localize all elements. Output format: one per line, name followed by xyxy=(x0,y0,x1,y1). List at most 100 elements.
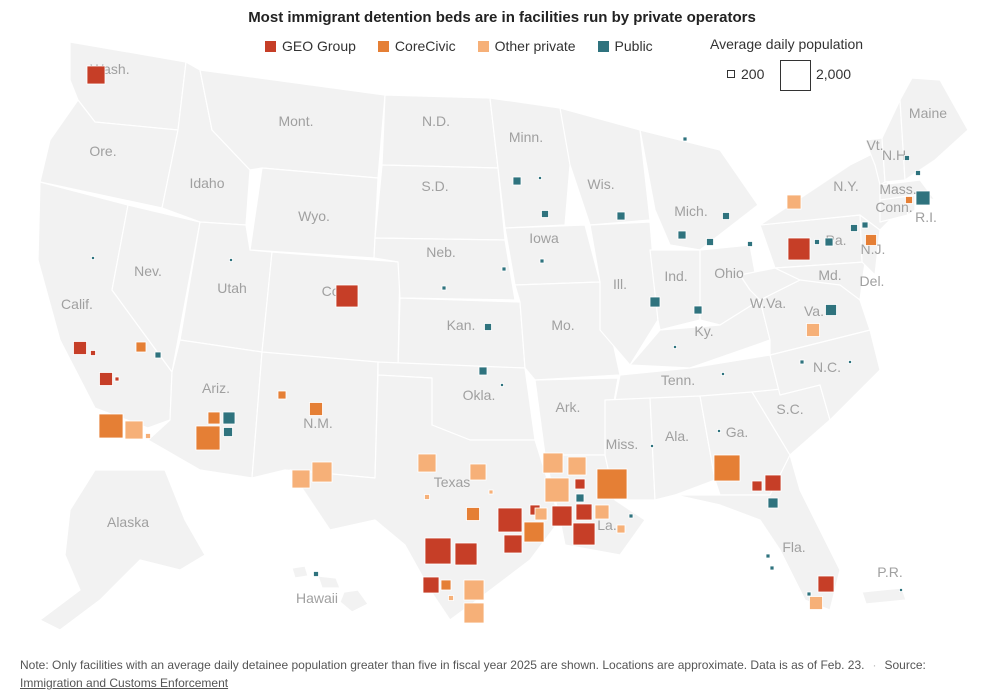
facility-marker-public xyxy=(861,221,869,229)
state-label: Wis. xyxy=(587,176,614,192)
facility-marker-public xyxy=(814,239,820,245)
state-label: Mont. xyxy=(278,113,313,129)
facility-marker-other-private xyxy=(463,579,485,601)
state-label: Ore. xyxy=(89,143,116,159)
state-sd xyxy=(374,164,506,241)
facility-marker-public xyxy=(649,296,661,308)
legend-swatch-corecivic xyxy=(377,40,389,52)
facility-marker-public xyxy=(721,372,725,376)
state-label: Mo. xyxy=(551,317,574,333)
us-map: Wash.Ore.Calif.IdahoMont.Nev.UtahWyo.Col… xyxy=(37,41,969,631)
facility-marker-other-private xyxy=(616,524,626,534)
facility-marker-public xyxy=(313,571,319,577)
state-label: Kan. xyxy=(447,317,476,333)
facility-marker-corecivic xyxy=(865,234,877,246)
state-label: Miss. xyxy=(606,436,639,452)
facility-marker-corecivic xyxy=(596,468,628,500)
state-label: Del. xyxy=(860,273,885,289)
facility-marker-public xyxy=(706,238,714,246)
state-label: La. xyxy=(597,517,616,533)
state-label: Okla. xyxy=(463,387,496,403)
state-label: P.R. xyxy=(877,564,902,580)
facility-marker-geo-group xyxy=(73,341,87,355)
facility-marker-geo-group xyxy=(574,478,586,490)
facility-marker-geo-group xyxy=(497,507,523,533)
facility-marker-public xyxy=(628,513,634,519)
legend-label-corecivic: CoreCivic xyxy=(394,38,456,54)
size-legend-large-box xyxy=(780,60,811,91)
facility-marker-public xyxy=(484,323,492,331)
facility-marker-public xyxy=(848,360,852,364)
state-me xyxy=(899,77,969,181)
state-label: R.I. xyxy=(915,209,937,225)
facility-marker-corecivic xyxy=(195,425,221,451)
facility-marker-public xyxy=(229,258,233,262)
footnote: Note: Only facilities with an average da… xyxy=(20,656,980,692)
facility-marker-other-private xyxy=(448,595,454,601)
chart-title: Most immigrant detention beds are in fac… xyxy=(248,9,756,26)
facility-marker-other-private xyxy=(806,323,820,337)
state-wi xyxy=(559,107,651,226)
facility-marker-public xyxy=(154,351,162,359)
state-label: Md. xyxy=(818,267,841,283)
facility-marker-other-private xyxy=(145,433,151,439)
state-label: Maine xyxy=(909,105,947,121)
facility-marker-public xyxy=(799,359,805,365)
state-label: Iowa xyxy=(529,230,559,246)
state-label: Ga. xyxy=(726,424,749,440)
state-ks xyxy=(397,297,526,369)
facility-marker-corecivic xyxy=(135,341,147,353)
facility-marker-other-private xyxy=(594,504,610,520)
state-fl xyxy=(674,454,841,611)
facility-marker-geo-group xyxy=(90,350,96,356)
facility-marker-public xyxy=(501,266,507,272)
facility-marker-geo-group xyxy=(335,284,359,308)
state-label: Ariz. xyxy=(202,380,230,396)
note-separator: · xyxy=(872,658,877,672)
facility-marker-public xyxy=(478,366,488,376)
state-label: Mich. xyxy=(674,203,707,219)
facility-marker-other-private xyxy=(544,477,570,503)
facility-marker-other-private xyxy=(417,453,437,473)
facility-marker-public xyxy=(677,230,687,240)
facility-marker-geo-group xyxy=(551,505,573,527)
size-legend-small-label: 200 xyxy=(741,66,765,82)
facility-marker-public xyxy=(682,136,688,142)
facility-marker-public xyxy=(850,224,858,232)
size-legend-large-label: 2,000 xyxy=(816,66,852,82)
state-label: S.D. xyxy=(421,178,448,194)
state-hi-1 xyxy=(291,565,309,579)
facility-marker-public xyxy=(650,444,654,448)
facility-marker-public xyxy=(541,210,549,218)
facility-marker-other-private xyxy=(534,507,548,521)
state-mi xyxy=(639,129,759,251)
state-label: Ind. xyxy=(664,268,687,284)
state-in xyxy=(649,249,701,331)
legend-item-geo: GEO Group xyxy=(265,38,356,54)
state-label: W.Va. xyxy=(750,295,786,311)
facility-marker-public xyxy=(673,345,677,349)
state-label: Nev. xyxy=(134,263,162,279)
legend-swatch-geo xyxy=(265,40,276,52)
state-label: S.C. xyxy=(776,401,803,417)
facility-marker-public xyxy=(717,429,721,433)
facility-marker-public xyxy=(616,211,626,221)
operator-legend: GEO Group CoreCivic Other private Public xyxy=(265,36,675,56)
facility-marker-geo-group xyxy=(572,522,596,546)
facility-marker-public xyxy=(825,304,837,316)
facility-marker-public xyxy=(91,256,95,260)
state-label: N.M. xyxy=(303,415,333,431)
state-md xyxy=(774,261,866,301)
state-label: Fla. xyxy=(782,539,805,555)
state-label: Hawaii xyxy=(296,590,338,606)
state-label: Neb. xyxy=(426,244,456,260)
source-link[interactable]: Immigration and Customs Enforcement xyxy=(20,676,229,690)
facility-marker-public xyxy=(824,237,834,247)
legend-item-public: Public xyxy=(597,38,653,54)
state-label: Ala. xyxy=(665,428,689,444)
facility-marker-public xyxy=(765,553,771,559)
facility-marker-other-private xyxy=(488,489,494,495)
state-label: Ky. xyxy=(694,323,713,339)
state-label: Utah xyxy=(217,280,247,296)
state-co xyxy=(261,251,401,369)
